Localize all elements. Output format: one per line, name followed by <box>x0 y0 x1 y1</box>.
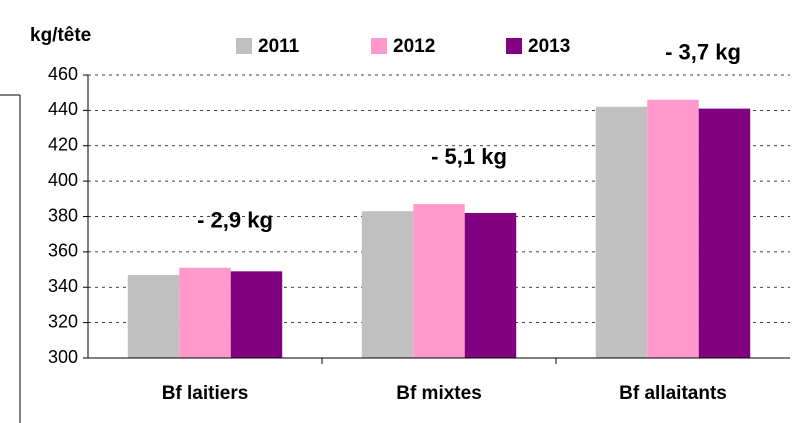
x-tick-label: Bf laitiers <box>162 383 249 404</box>
legend-label: 2011 <box>258 36 300 57</box>
bar <box>595 106 648 359</box>
bar <box>698 108 751 358</box>
y-tick-label: 340 <box>48 276 78 296</box>
bar <box>127 274 180 358</box>
legend-swatch <box>506 38 522 54</box>
annotation: - 2,9 kg <box>197 208 273 233</box>
bar <box>230 271 283 358</box>
annotation: - 5,1 kg <box>431 144 507 169</box>
y-tick-label: 440 <box>48 99 78 119</box>
x-tick-label: Bf allaitants <box>619 383 727 404</box>
bar <box>647 99 699 358</box>
x-tick-label: Bf mixtes <box>396 383 482 404</box>
y-tick-label: 460 <box>48 64 78 84</box>
legend-swatch <box>236 38 252 54</box>
y-tick-label: 400 <box>48 170 78 190</box>
legend-label: 2013 <box>528 36 570 57</box>
y-tick-label: 420 <box>48 135 78 155</box>
bar <box>179 267 231 358</box>
legend-label: 2012 <box>393 36 435 57</box>
bar <box>361 211 414 358</box>
y-tick-label: 360 <box>48 241 78 261</box>
bar <box>413 204 465 358</box>
y-tick-label: 320 <box>48 311 78 331</box>
y-tick-label: 380 <box>48 205 78 225</box>
annotation: - 3,7 kg <box>665 40 741 65</box>
y-axis-label: kg/tête <box>30 25 91 46</box>
bar <box>464 212 517 358</box>
y-tick-label: 300 <box>48 347 78 367</box>
legend-swatch <box>371 38 387 54</box>
